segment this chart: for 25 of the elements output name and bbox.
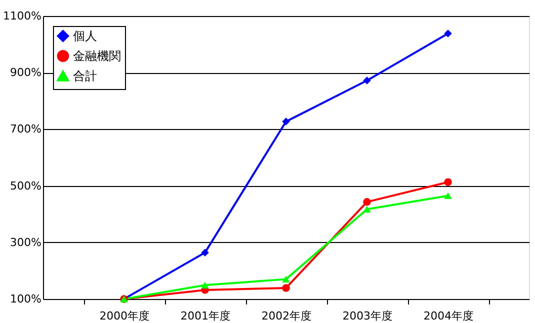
point bbox=[282, 284, 290, 292]
x-tick-label: 2004年度 bbox=[424, 310, 474, 322]
legend-label: 合計 bbox=[73, 69, 97, 83]
point bbox=[201, 248, 209, 256]
legend-label: 個人 bbox=[73, 29, 97, 43]
y-tick-label: 500% bbox=[10, 179, 42, 192]
point bbox=[282, 118, 290, 126]
point bbox=[444, 30, 452, 38]
x-tick-label: 2000年度 bbox=[100, 310, 150, 322]
y-tick-label: 300% bbox=[10, 236, 42, 249]
point bbox=[444, 178, 452, 186]
point bbox=[201, 282, 209, 288]
x-tick-label: 2001年度 bbox=[180, 310, 230, 322]
y-tick-label: 100% bbox=[10, 292, 42, 306]
y-tick-label: 1100% bbox=[3, 10, 42, 22]
x-tick-label: 2002年度 bbox=[262, 310, 312, 322]
point bbox=[363, 76, 371, 84]
legend-label: 金融機関 bbox=[73, 49, 121, 63]
point bbox=[363, 198, 371, 206]
point bbox=[282, 276, 290, 283]
point bbox=[363, 206, 371, 213]
y-tick-label: 900% bbox=[10, 66, 42, 80]
point bbox=[444, 192, 452, 200]
y-tick-label: 700% bbox=[10, 122, 42, 136]
x-tick-label: 2003年度 bbox=[342, 310, 392, 322]
